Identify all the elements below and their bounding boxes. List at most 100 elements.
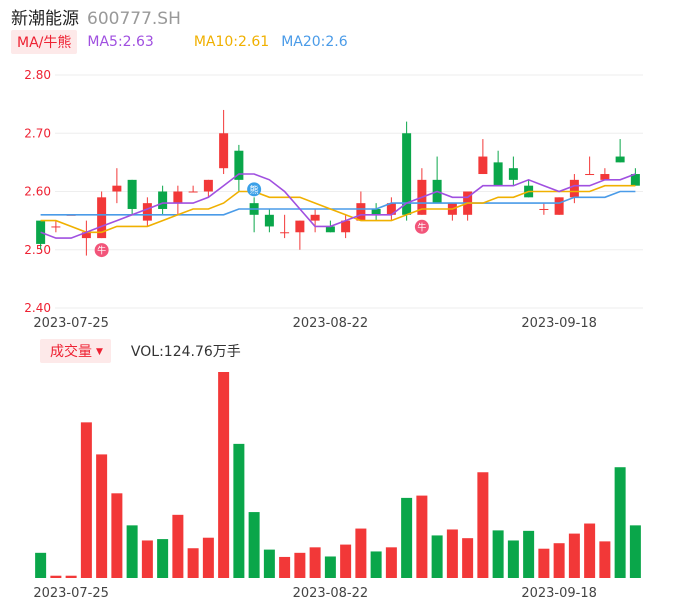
stock-name: 新潮能源 [11,9,79,29]
candle-body [554,197,564,215]
date-label: 2023-07-25 [33,586,109,601]
volume-bar [523,530,535,578]
ma5-line [40,173,636,239]
candle-body [630,174,640,186]
volume-toggle-button[interactable]: 成交量 ▼ [40,339,111,363]
candle-body [264,214,274,227]
ma-toggle-button[interactable]: MA/牛熊 [11,30,78,54]
candle-body [325,226,335,233]
price-grid [55,74,643,309]
candle-body [81,232,91,239]
candle-body [585,174,595,176]
volume-bar [126,525,138,578]
volume-bars [35,372,641,578]
volume-bar [50,575,62,578]
candle-body [188,191,198,193]
marker-label: 熊 [250,184,259,196]
volume-bar [65,575,77,578]
volume-bar [416,495,428,578]
candle-body [280,232,290,234]
volume-date-axis: 2023-07-25 2023-08-22 2023-09-18 [33,586,597,601]
price-date-axis: 2023-07-25 2023-08-22 2023-09-18 [33,316,597,331]
candle-body [615,156,625,163]
marker-label: 牛 [417,221,426,233]
volume-bar [355,528,367,578]
candle-body [600,174,610,180]
stock-code: 600777.SH [87,9,181,29]
candle-body [341,220,351,233]
candle-body [508,168,518,180]
candle-body [569,179,579,198]
volume-bar [141,540,153,578]
candle-body [127,179,137,209]
candle-body [142,203,152,221]
volume-bar [172,514,184,578]
y-tick-label: 2.60 [24,185,51,199]
y-tick-label: 2.50 [24,243,51,257]
caret-down-icon: ▼ [96,347,103,357]
bull-marker-icon [414,219,429,234]
y-tick-label: 2.70 [24,126,51,140]
ma10-line [40,184,636,234]
volume-toggle-label: 成交量 [50,344,92,360]
y-tick-label: 2.80 [24,68,51,82]
bear-marker-icon [247,182,262,197]
volume-bar [96,454,108,578]
volume-bar [507,540,519,578]
volume-bar [294,552,306,578]
ma-lines [40,173,636,239]
date-label: 2023-07-25 [33,316,109,331]
volume-bar [385,547,397,578]
candle-body [112,185,122,192]
volume-bar [324,556,336,578]
y-tick-label: 2.40 [24,301,51,315]
candle-body [51,226,61,228]
volume-bar [614,467,626,578]
ma20-legend-label: MA20:2.6 [281,34,348,50]
stock-header: 新潮能源 600777.SH [11,4,181,29]
volume-bar [309,547,321,578]
bull-bear-markers: 牛 熊牛 [94,182,429,258]
candle-body [310,214,320,221]
candle-body [219,133,229,169]
candle-body [173,191,183,204]
volume-bar [584,523,596,578]
volume-bar [202,537,214,578]
marker-label: 牛 [97,245,106,257]
volume-bar [401,497,413,578]
volume-bar [599,541,611,578]
volume-bar [477,472,489,578]
volume-bar [279,556,291,578]
volume-bar [187,548,199,578]
volume-bar [233,443,245,578]
date-label: 2023-08-22 [293,586,369,601]
candles [36,109,640,256]
volume-bar [157,539,169,578]
volume-summary: VOL:124.76万手 [130,344,241,360]
volume-bar [538,548,550,578]
ma10-legend-label: MA10:2.61 [193,34,270,50]
candle-body [478,156,488,175]
volume-bar [553,543,565,578]
candle-body [203,179,213,192]
volume-bar [263,549,275,578]
candle-body [356,203,366,221]
candle-body [371,208,381,215]
volume-bar [629,525,641,578]
candle-body [493,162,503,186]
bull-marker-icon [94,243,109,258]
ma5-legend-label: MA5:2.63 [87,34,154,50]
volume-bar [218,372,230,578]
price-axis: 2.80 2.70 2.60 2.50 2.40 [24,68,51,315]
volume-bar [248,512,260,578]
candle-body [234,150,244,180]
candle-body [539,208,549,210]
volume-bar [431,535,443,578]
volume-bar [568,533,580,578]
candle-body [158,191,168,209]
volume-bar [446,529,458,578]
volume-bar [35,552,47,578]
candle-body [386,203,396,215]
volume-bar [340,544,352,578]
